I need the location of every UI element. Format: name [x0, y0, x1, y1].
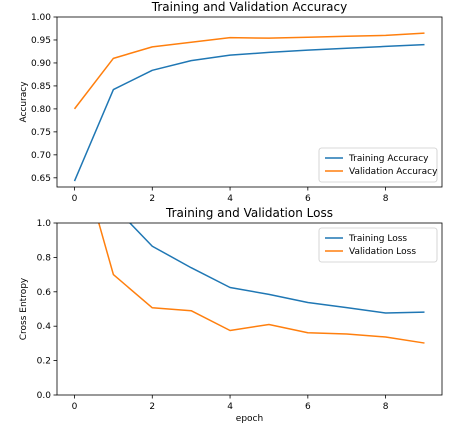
series-line-training-accuracy	[73, 43, 425, 182]
x-tick-label: 2	[149, 194, 155, 204]
y-axis-label: Accuracy	[19, 81, 29, 123]
legend-label: Training Loss	[348, 234, 407, 244]
legend: Training Accuracy Validation Accuracy	[318, 147, 438, 183]
chart-title: Training and Validation Accuracy	[151, 0, 347, 14]
legend-label: Validation Loss	[349, 247, 416, 257]
y-tick-label: 0.90	[31, 59, 51, 69]
legend-label: Validation Accuracy	[349, 167, 438, 177]
x-tick-label: 4	[227, 194, 233, 204]
legend-label: Training Accuracy	[348, 154, 429, 164]
y-tick-label: 0.65	[31, 174, 51, 184]
y-tick-label: 0.85	[31, 82, 51, 92]
series-line-validation-loss	[98, 223, 425, 344]
y-tick-label: 0.4	[37, 322, 52, 332]
y-axis-label: Cross Entropy	[19, 277, 29, 340]
legend-box	[318, 227, 438, 263]
series-line-validation-accuracy	[73, 32, 425, 110]
x-tick-label: 8	[383, 402, 389, 412]
x-axis-label: epoch	[236, 414, 263, 424]
chart-title: Training and Validation Loss	[165, 206, 333, 220]
y-tick-label: 1.00	[31, 13, 51, 23]
y-tick-label: 0.8	[37, 253, 52, 263]
x-tick-label: 2	[149, 402, 155, 412]
x-tick-label: 6	[305, 194, 311, 204]
y-tick-label: 0.6	[37, 288, 52, 298]
plot-frame	[56, 16, 443, 188]
series-line-training-loss	[128, 223, 425, 314]
y-tick-label: 0.95	[31, 36, 51, 46]
x-tick-label: 6	[305, 402, 311, 412]
y-tick-label: 0.2	[37, 357, 51, 367]
x-tick-label: 4	[227, 402, 233, 412]
x-tick-label: 0	[72, 402, 78, 412]
legend-box	[318, 147, 438, 183]
x-tick-label: 8	[383, 194, 389, 204]
plot-frame	[56, 222, 443, 396]
x-tick-label: 0	[72, 194, 78, 204]
y-tick-label: 1.0	[37, 219, 52, 229]
y-tick-label: 0.80	[31, 105, 51, 115]
chart-panel-2: Training and Validation Loss 0 2 4 6 8 0.0 0.2 0…	[19, 206, 443, 424]
y-tick-label: 0.0	[37, 391, 52, 401]
y-tick-label: 0.70	[31, 151, 51, 161]
legend: Training Loss Validation Loss	[318, 227, 438, 263]
chart-panel-1: Training and Validation Accuracy 0 2 4 6 8 0.6…	[19, 0, 443, 204]
y-tick-label: 0.75	[31, 128, 51, 138]
